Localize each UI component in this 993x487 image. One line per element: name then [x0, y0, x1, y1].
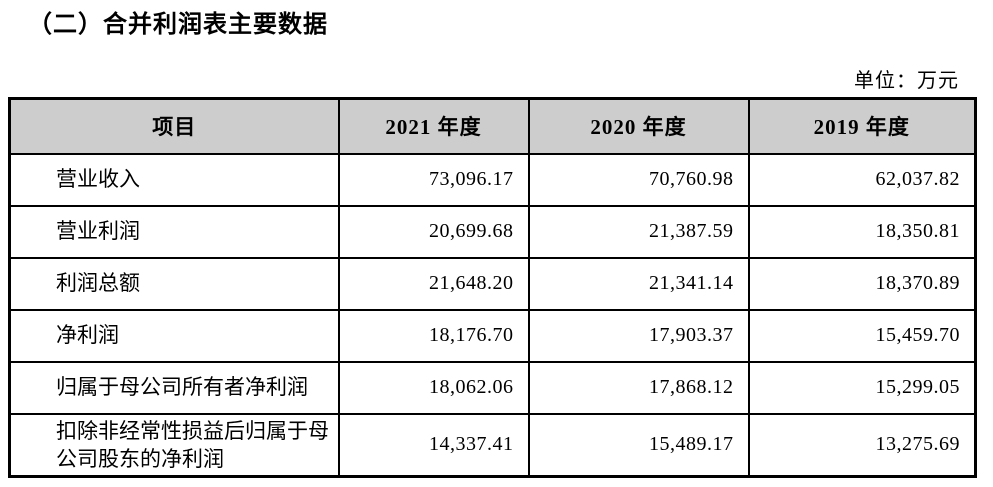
table-row: 利润总额 21,648.20 21,341.14 18,370.89	[8, 256, 977, 311]
row-value: 17,868.12	[527, 360, 750, 415]
table-row: 归属于母公司所有者净利润 18,062.06 17,868.12 15,299.05	[8, 360, 977, 415]
table-row: 营业利润 20,699.68 21,387.59 18,350.81	[8, 204, 977, 259]
row-item-label: 营业利润	[8, 204, 340, 259]
column-header-2020: 2020 年度	[527, 97, 750, 155]
table-body: 营业收入 73,096.17 70,760.98 62,037.82 营业利润 20,69…	[8, 152, 977, 478]
income-statement-table: 项目 2021 年度 2020 年度 2019 年度 营业收入 73,096.17…	[8, 97, 977, 479]
row-item-label: 扣除非经常性损益后归属于母公司股东的净利润	[8, 412, 340, 478]
row-value: 70,760.98	[527, 152, 750, 207]
row-item-label: 归属于母公司所有者净利润	[8, 360, 340, 415]
row-item-label: 营业收入	[8, 152, 340, 207]
column-header-2019: 2019 年度	[747, 97, 977, 155]
table-header-row: 项目 2021 年度 2020 年度 2019 年度	[8, 97, 977, 155]
table-row: 营业收入 73,096.17 70,760.98 62,037.82	[8, 152, 977, 207]
unit-label: 单位：万元	[854, 70, 959, 92]
row-value: 15,489.17	[527, 412, 750, 478]
row-value: 18,062.06	[337, 360, 530, 415]
column-header-item: 项目	[8, 97, 340, 155]
row-value: 73,096.17	[337, 152, 530, 207]
row-value: 21,341.14	[527, 256, 750, 311]
row-value: 13,275.69	[747, 412, 977, 478]
row-value: 18,370.89	[747, 256, 977, 311]
table-row: 净利润 18,176.70 17,903.37 15,459.70	[8, 308, 977, 363]
row-value: 14,337.41	[337, 412, 530, 478]
table-row: 扣除非经常性损益后归属于母公司股东的净利润 14,337.41 15,489.17 1…	[8, 412, 977, 478]
row-value: 20,699.68	[337, 204, 530, 259]
row-value: 18,350.81	[747, 204, 977, 259]
row-value: 62,037.82	[747, 152, 977, 207]
row-value: 15,459.70	[747, 308, 977, 363]
column-header-2021: 2021 年度	[337, 97, 530, 155]
row-value: 21,387.59	[527, 204, 750, 259]
row-value: 18,176.70	[337, 308, 530, 363]
row-item-label: 净利润	[8, 308, 340, 363]
row-value: 15,299.05	[747, 360, 977, 415]
row-value: 17,903.37	[527, 308, 750, 363]
row-value: 21,648.20	[337, 256, 530, 311]
row-item-label: 利润总额	[8, 256, 340, 311]
section-title: （二）合并利润表主要数据	[28, 10, 328, 38]
